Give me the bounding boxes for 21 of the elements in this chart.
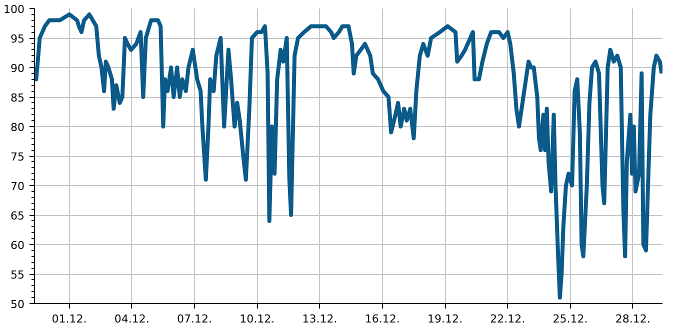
y-tick-label: 90 <box>10 62 25 75</box>
x-tick-label: 01.12. <box>52 312 87 326</box>
y-tick-label: 55 <box>10 268 25 282</box>
x-tick-label: 16.12. <box>364 312 400 326</box>
x-tick-label: 07.12. <box>177 312 212 326</box>
y-tick-label: 60 <box>10 239 25 252</box>
x-tick-label: 19.12. <box>428 312 463 326</box>
y-tick-label: 100 <box>4 3 25 16</box>
y-tick-label: 80 <box>10 121 25 134</box>
y-tick-label: 70 <box>10 180 25 193</box>
x-tick-label: 13.12. <box>302 312 338 326</box>
y-tick-label: 65 <box>10 210 25 222</box>
x-tick-label: 22.12. <box>490 312 526 326</box>
y-tick-label: 95 <box>10 32 25 46</box>
x-tick-label: 10.12. <box>240 312 275 326</box>
x-tick-label: 04.12. <box>114 312 150 326</box>
y-tick-label: 75 <box>10 150 25 164</box>
y-tick-label: 85 <box>10 92 25 104</box>
x-tick-label: 28.12. <box>615 312 650 326</box>
y-tick-label: 50 <box>10 298 25 311</box>
x-tick-label: 25.12. <box>552 312 588 326</box>
